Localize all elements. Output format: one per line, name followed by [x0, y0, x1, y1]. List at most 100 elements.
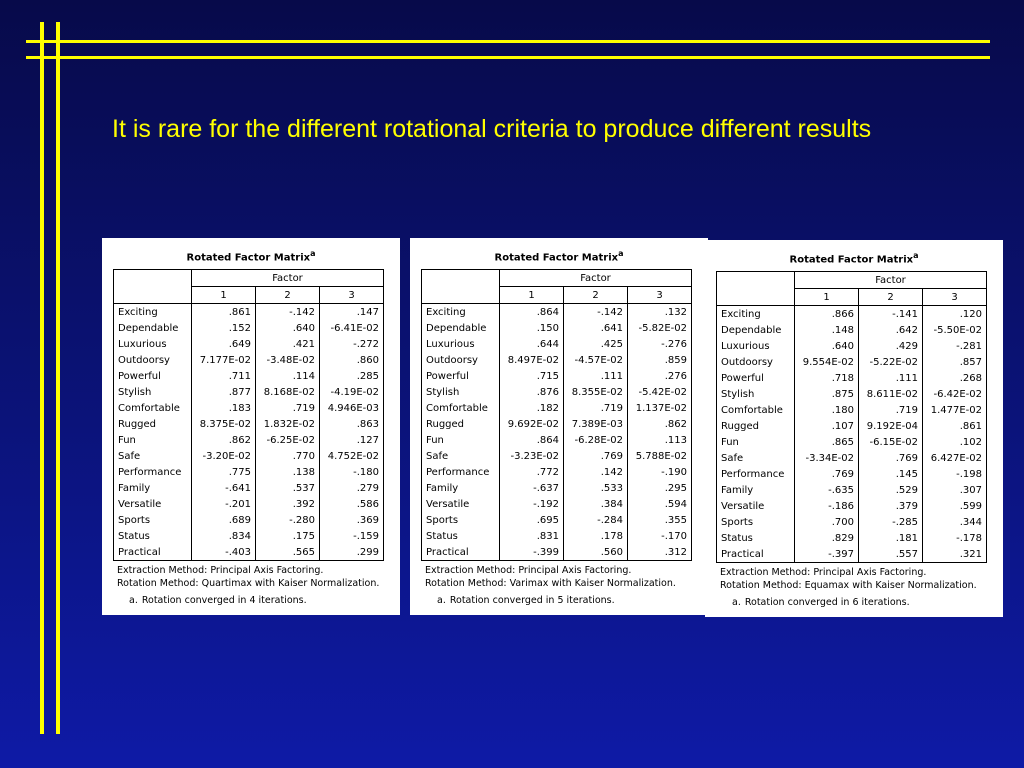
loading-value: .120 [922, 305, 987, 322]
variable-label: Status [716, 530, 795, 546]
header-row-factor: Factor [113, 269, 384, 304]
loading-value: .142 [563, 464, 628, 480]
variable-label: Exciting [113, 303, 192, 320]
loading-value: -.190 [627, 464, 692, 480]
table-row: Outdoorsy 9.554E-02 -5.22E-02.857 [716, 354, 987, 370]
loading-value: -.178 [922, 530, 987, 546]
variable-label: Stylish [113, 384, 192, 400]
variable-label: Dependable [113, 320, 192, 336]
loading-value: .644 [499, 336, 564, 352]
matrix-footnotes: Extraction Method: Principal Axis Factor… [425, 564, 676, 607]
matrix-title-text: Rotated Factor Matrix [789, 254, 914, 266]
table-row: Status .834.175 -.159 [113, 528, 384, 544]
table-row: Performance .769.145 -.198 [716, 466, 987, 482]
table-row: Performance .772.142 -.190 [421, 464, 692, 480]
variable-label: Luxurious [716, 338, 795, 354]
table-row: Performance .775.138 -.180 [113, 464, 384, 480]
loading-value: .321 [922, 546, 987, 563]
variable-label: Versatile [716, 498, 795, 514]
loading-value: .369 [319, 512, 384, 528]
loading-value: 8.168E-02 [255, 384, 320, 400]
variable-label: Status [113, 528, 192, 544]
header-blank-cell [113, 269, 192, 304]
loading-value: .641 [563, 320, 628, 336]
variable-label: Luxurious [421, 336, 500, 352]
variable-label: Performance [421, 464, 500, 480]
loading-value: -.159 [319, 528, 384, 544]
loading-value: .425 [563, 336, 628, 352]
convergence-note: a. Rotation converged in 4 iterations. [117, 594, 379, 607]
loading-value: .715 [499, 368, 564, 384]
loading-value: 9.692E-02 [499, 416, 564, 432]
table-row: Rugged 9.692E-02 7.389E-03.862 [421, 416, 692, 432]
variable-label: Sports [716, 514, 795, 530]
loading-value: .594 [627, 496, 692, 512]
loading-value: 7.177E-02 [191, 352, 256, 368]
header-row-factor: Factor [716, 271, 987, 306]
loading-value: -.142 [563, 303, 628, 320]
loading-value: .113 [627, 432, 692, 448]
decor-vertical-line-1 [40, 22, 44, 734]
table-row: Dependable .148.642 -5.50E-02 [716, 322, 987, 338]
loading-value: .877 [191, 384, 256, 400]
table-row: Comfortable .183.719 4.946E-03 [113, 400, 384, 416]
loading-value: .560 [563, 544, 628, 561]
loading-value: -.637 [499, 480, 564, 496]
loading-value: .769 [563, 448, 628, 464]
matrix-title: Rotated Factor Matrixa [705, 251, 1003, 271]
variable-label: Powerful [421, 368, 500, 384]
loading-value: .152 [191, 320, 256, 336]
rotation-method-note: Rotation Method: Varimax with Kaiser Nor… [425, 578, 676, 589]
variable-label: Comfortable [716, 402, 795, 418]
table-row: Rugged .107 9.192E-04.861 [716, 418, 987, 434]
table-row: Safe -3.20E-02.770 4.752E-02 [113, 448, 384, 464]
table-row: Sports .695 -.284.355 [421, 512, 692, 528]
variable-label: Family [716, 482, 795, 498]
loading-value: .866 [794, 305, 859, 322]
factor-number-header: 2 [858, 288, 923, 306]
loading-value: .719 [563, 400, 628, 416]
table-row: Luxurious .640.429 -.281 [716, 338, 987, 354]
loading-value: 9.554E-02 [794, 354, 859, 370]
loading-value: .565 [255, 544, 320, 561]
matrix-title-superscript: a [310, 249, 316, 258]
loading-value: -6.42E-02 [922, 386, 987, 402]
loading-value: -5.82E-02 [627, 320, 692, 336]
loading-value: 9.192E-04 [858, 418, 923, 434]
table-row: Outdoorsy 8.497E-02 -4.57E-02.859 [421, 352, 692, 368]
loading-value: .295 [627, 480, 692, 496]
loading-value: 8.375E-02 [191, 416, 256, 432]
loading-value: .861 [922, 418, 987, 434]
variable-label: Dependable [421, 320, 500, 336]
variable-label: Sports [113, 512, 192, 528]
variable-label: Safe [716, 450, 795, 466]
convergence-text: Rotation converged in 4 iterations. [141, 595, 307, 606]
matrix-footnotes: Extraction Method: Principal Axis Factor… [117, 564, 379, 607]
loading-value: .863 [319, 416, 384, 432]
factor-number-header: 3 [319, 286, 384, 304]
variable-label: Luxurious [113, 336, 192, 352]
loading-value: .860 [319, 352, 384, 368]
factor-matrix-panel-equamax: Rotated Factor Matrixa Factor 1 2 3 Exciting.… [705, 240, 1003, 617]
convergence-note: a. Rotation converged in 5 iterations. [425, 594, 676, 607]
extraction-method-note: Extraction Method: Principal Axis Factor… [720, 567, 927, 578]
loading-value: -.635 [794, 482, 859, 498]
loading-value: .859 [627, 352, 692, 368]
loading-value: .599 [922, 498, 987, 514]
factor-number-header: 1 [191, 286, 256, 304]
table-row: Stylish .876 8.355E-02 -5.42E-02 [421, 384, 692, 400]
table-row: Versatile -.201.392.586 [113, 496, 384, 512]
loading-value: .355 [627, 512, 692, 528]
table-row: Fun .862 -6.25E-02.127 [113, 432, 384, 448]
table-row: Family -.641.537.279 [113, 480, 384, 496]
loading-value: 4.946E-03 [319, 400, 384, 416]
loading-value: -.281 [922, 338, 987, 354]
loading-value: .384 [563, 496, 628, 512]
note-marker: a. [437, 595, 446, 606]
table-row: Sports .689 -.280.369 [113, 512, 384, 528]
loading-value: .529 [858, 482, 923, 498]
variable-label: Practical [421, 544, 500, 561]
loading-value: .640 [794, 338, 859, 354]
loading-value: -.180 [319, 464, 384, 480]
table-row: Comfortable .180.719 1.477E-02 [716, 402, 987, 418]
